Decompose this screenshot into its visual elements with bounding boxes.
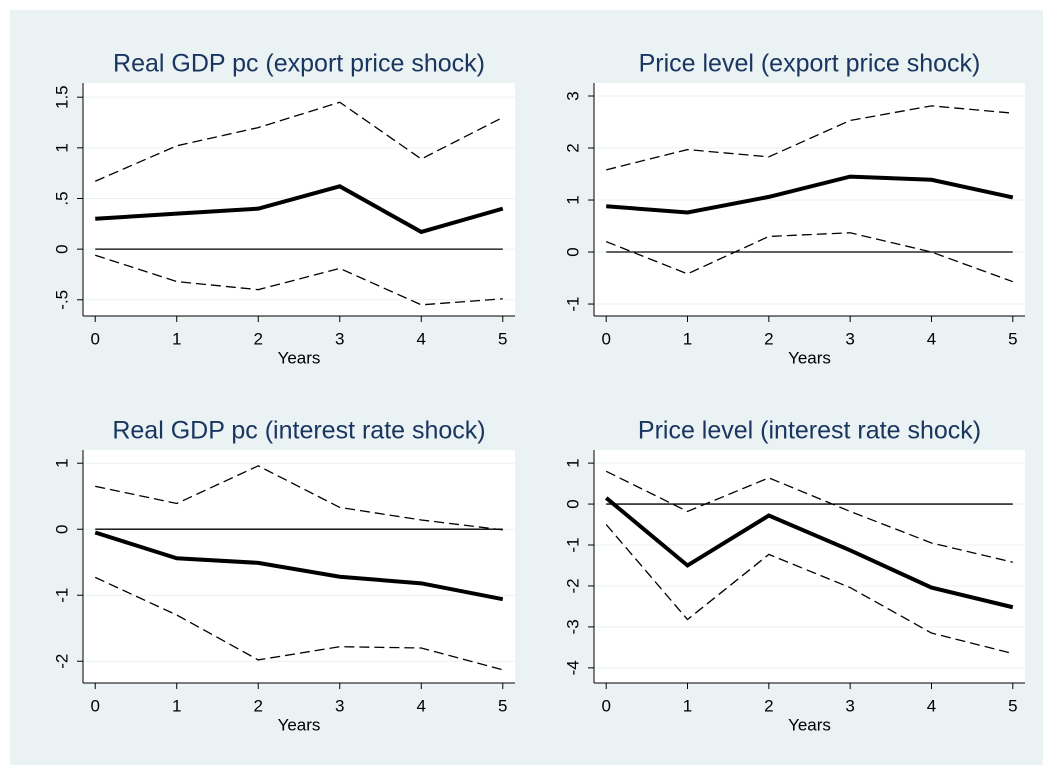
chart-title: Real GDP pc (interest rate shock) <box>112 417 485 445</box>
x-tick-label: 1 <box>172 329 181 348</box>
x-tick-label: 3 <box>335 696 344 715</box>
irf-line <box>95 184 504 235</box>
x-tick-label: 1 <box>683 696 692 715</box>
x-tick-label: 4 <box>417 696 426 715</box>
plot-area <box>594 83 1025 316</box>
y-tick-label: -3 <box>563 619 582 634</box>
chart-title: Price level (export price shock) <box>639 50 981 78</box>
ci-line <box>605 524 1013 655</box>
x-axis-label: Years <box>788 348 831 367</box>
x-axis-label: Years <box>788 715 831 734</box>
x-tick-label: 5 <box>1008 329 1017 348</box>
y-tick-label: -.5 <box>52 290 71 310</box>
y-tick-label: 0 <box>563 499 582 508</box>
irf-line <box>604 496 1014 610</box>
y-tick-label: 3 <box>563 91 582 100</box>
x-tick-label: 5 <box>1008 696 1017 715</box>
y-tick-label: -2 <box>52 654 71 669</box>
x-axis-label: Years <box>278 715 321 734</box>
y-tick-label: 1 <box>563 458 582 467</box>
y-tick-label: 0 <box>52 244 71 253</box>
x-tick-label: 5 <box>498 696 507 715</box>
x-tick-label: 0 <box>601 696 610 715</box>
y-tick-label: 0 <box>563 247 582 256</box>
x-tick-label: 2 <box>254 696 263 715</box>
y-tick-label: -4 <box>563 660 582 675</box>
x-tick-label: 4 <box>927 696 936 715</box>
x-tick-label: 0 <box>90 329 99 348</box>
x-tick-label: 1 <box>172 696 181 715</box>
y-tick-label: -1 <box>52 588 71 603</box>
ci-line <box>94 101 504 182</box>
y-tick-label: 1 <box>52 458 71 467</box>
ci-line <box>95 465 503 531</box>
x-tick-label: 0 <box>601 329 610 348</box>
y-tick-label: 1.5 <box>52 85 71 109</box>
x-tick-label: 3 <box>845 696 854 715</box>
x-tick-label: 0 <box>90 696 99 715</box>
plot-area <box>594 450 1025 683</box>
x-tick-label: 1 <box>683 329 692 348</box>
plot-area <box>83 450 515 683</box>
x-tick-label: 3 <box>845 329 854 348</box>
x-tick-label: 4 <box>417 329 426 348</box>
ci-line <box>605 470 1013 563</box>
ci-line <box>606 105 1013 171</box>
y-tick-label: 0 <box>52 524 71 533</box>
x-tick-label: 5 <box>498 329 507 348</box>
y-tick-label: 2 <box>563 143 582 152</box>
x-tick-label: 2 <box>764 696 773 715</box>
x-axis-label: Years <box>278 348 321 367</box>
x-tick-label: 2 <box>764 329 773 348</box>
y-tick-label: 1 <box>563 195 582 204</box>
chart-title: Real GDP pc (export price shock) <box>113 50 485 78</box>
x-tick-label: 3 <box>335 329 344 348</box>
y-tick-label: -1 <box>563 296 582 311</box>
irf-line <box>94 530 504 602</box>
chart-title: Price level (interest rate shock) <box>638 417 981 445</box>
ci-line <box>94 576 503 671</box>
x-tick-label: 2 <box>254 329 263 348</box>
ci-line <box>95 254 503 306</box>
ci-line <box>605 232 1014 283</box>
y-tick-label: -1 <box>563 537 582 552</box>
irf-line <box>606 174 1014 215</box>
y-tick-label: -2 <box>563 578 582 593</box>
x-tick-label: 4 <box>927 329 936 348</box>
y-tick-label: .5 <box>52 191 71 205</box>
y-tick-label: 1 <box>52 143 71 152</box>
